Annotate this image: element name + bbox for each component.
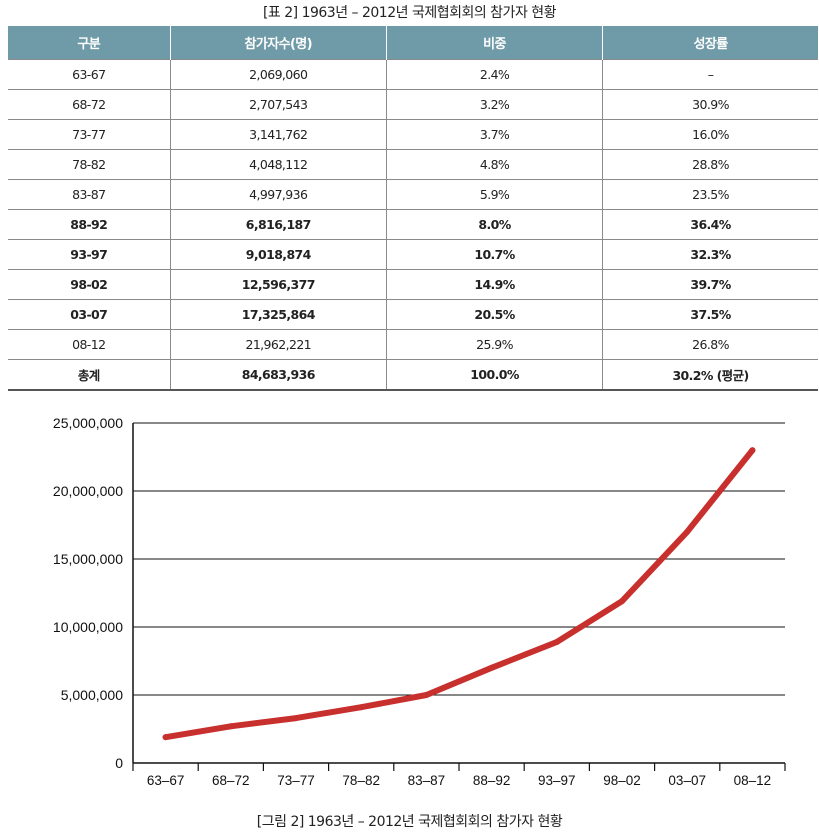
cell-participants: 2,069,060: [169, 59, 387, 90]
cell-growth: 28.8%: [602, 149, 818, 180]
cell-period: 03-07: [8, 299, 171, 330]
cell-period: 08-12: [8, 329, 171, 360]
cell-participants: 2,707,543: [169, 89, 387, 120]
cell-share: 25.9%: [385, 329, 603, 360]
cell-growth: 36.4%: [602, 209, 818, 240]
cell-participants: 3,141,762: [169, 119, 387, 150]
chart-caption: [그림 2] 1963년 – 2012년 국제협회회의 참가자 현황: [256, 814, 563, 830]
table-row: 08-12 21,962,221 25.9% 26.8%: [8, 329, 818, 360]
cell-share: 4.8%: [385, 149, 603, 180]
cell-participants: 4,997,936: [169, 179, 387, 210]
x-tick-label: 08–12: [734, 773, 772, 788]
cell-share: 2.4%: [385, 59, 603, 90]
header-period: 구분: [8, 26, 171, 60]
data-point: [749, 447, 756, 454]
x-tick-label: 03–07: [668, 773, 706, 788]
x-tick-label: 68–72: [212, 773, 250, 788]
cell-growth: 23.5%: [602, 179, 818, 210]
x-tick-label: 73–77: [277, 773, 315, 788]
table-row: 총계 84,683,936 100.0% 30.2% (평균): [8, 359, 818, 391]
header-participants: 참가자수(명): [169, 26, 387, 60]
data-point: [227, 723, 234, 730]
cell-participants: 84,683,936: [169, 359, 387, 391]
participants-table: 구분 참가자수(명) 비중 성장률 63-67 2,069,060 2.4% –68-…: [8, 26, 818, 391]
y-tick-label: 10,000,000: [53, 619, 123, 635]
header-growth: 성장률: [602, 26, 818, 60]
cell-participants: 9,018,874: [169, 239, 387, 270]
cell-growth: –: [602, 59, 818, 90]
table-row: 73-77 3,141,762 3.7% 16.0%: [8, 119, 818, 150]
cell-period: 총계: [8, 359, 171, 391]
x-tick-label: 63–67: [147, 773, 185, 788]
cell-participants: 17,325,864: [169, 299, 387, 330]
cell-participants: 12,596,377: [169, 269, 387, 300]
cell-period: 98-02: [8, 269, 171, 300]
y-tick-label: 25,000,000: [53, 415, 123, 431]
cell-period: 68-72: [8, 89, 171, 120]
data-point: [358, 704, 365, 711]
x-tick-label: 93–97: [538, 773, 576, 788]
x-tick-label: 88–92: [473, 773, 511, 788]
cell-growth: 26.8%: [602, 329, 818, 360]
data-point: [162, 734, 169, 741]
cell-share: 3.2%: [385, 89, 603, 120]
participants-line-chart: 0 5,000,000 10,000,000 15,000,000 20,000,000…: [53, 415, 786, 788]
y-tick-label: 15,000,000: [53, 551, 123, 567]
cell-period: 78-82: [8, 149, 171, 180]
cell-period: 83-87: [8, 179, 171, 210]
cell-share: 3.7%: [385, 119, 603, 150]
x-tick-label: 83–87: [408, 773, 446, 788]
cell-participants: 6,816,187: [169, 209, 387, 240]
table-row: 78-82 4,048,112 4.8% 28.8%: [8, 149, 818, 180]
cell-participants: 21,962,221: [169, 329, 387, 360]
y-tick-label: 5,000,000: [61, 687, 123, 703]
y-tick-label: 20,000,000: [53, 483, 123, 499]
data-point: [293, 715, 299, 722]
cell-period: 93-97: [8, 239, 171, 270]
cell-share: 20.5%: [385, 299, 603, 330]
series-line: [162, 447, 756, 741]
data-point: [488, 664, 495, 671]
table-row: 68-72 2,707,543 3.2% 30.9%: [8, 89, 818, 120]
cell-share: 14.9%: [385, 269, 603, 300]
header-share: 비중: [385, 26, 603, 60]
cell-growth: 37.5%: [602, 299, 818, 330]
cell-period: 73-77: [8, 119, 171, 150]
table-caption: [표 2] 1963년 – 2012년 국제협회회의 참가자 현황: [262, 5, 557, 21]
data-point: [684, 528, 691, 535]
cell-period: 88-92: [8, 209, 171, 240]
table-header-row: 구분 참가자수(명) 비중 성장률: [8, 26, 818, 60]
cell-share: 8.0%: [385, 209, 603, 240]
cell-share: 100.0%: [385, 359, 603, 391]
table-row: 98-02 12,596,377 14.9% 39.7%: [8, 269, 818, 300]
data-point: [423, 692, 430, 698]
table-row: 03-07 17,325,864 20.5% 37.5%: [8, 299, 818, 330]
cell-share: 10.7%: [385, 239, 603, 270]
data-point: [553, 638, 560, 645]
x-tick-label: 78–82: [342, 773, 380, 788]
y-tick-label: 0: [115, 755, 123, 771]
table-row: 63-67 2,069,060 2.4% –: [8, 59, 818, 90]
cell-growth: 30.9%: [602, 89, 818, 120]
table-row: 83-87 4,997,936 5.9% 23.5%: [8, 179, 818, 210]
cell-share: 5.9%: [385, 179, 603, 210]
cell-growth: 39.7%: [602, 269, 818, 300]
x-tick-label: 98–02: [603, 773, 641, 788]
cell-growth: 32.3%: [602, 239, 818, 270]
data-point: [619, 598, 625, 605]
cell-participants: 4,048,112: [169, 149, 387, 180]
table-row: 88-92 6,816,187 8.0% 36.4%: [8, 209, 818, 240]
cell-period: 63-67: [8, 59, 171, 90]
table-row: 93-97 9,018,874 10.7% 32.3%: [8, 239, 818, 270]
cell-growth: 30.2% (평균): [602, 359, 818, 391]
cell-growth: 16.0%: [602, 119, 818, 150]
